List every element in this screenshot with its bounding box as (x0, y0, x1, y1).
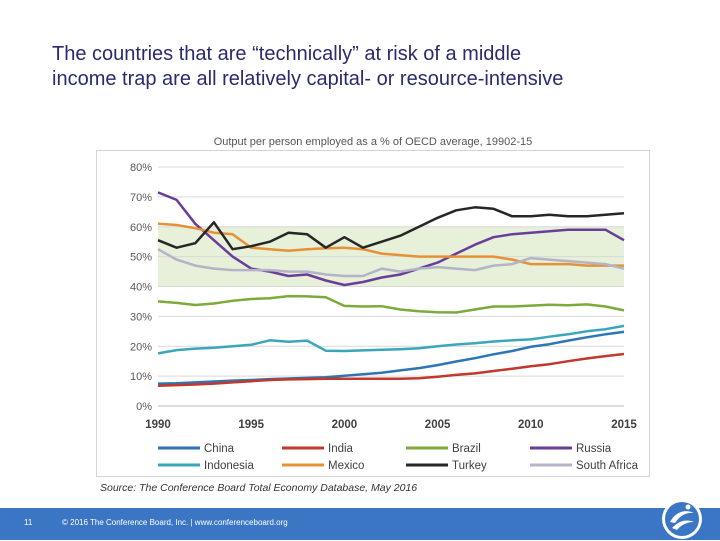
y-tick-label: 0% (136, 401, 152, 413)
y-tick-label: 80% (130, 162, 152, 174)
series-line-mexico (157, 222, 624, 267)
y-tick-label: 40% (130, 282, 152, 294)
legend-label-mexico: Mexico (328, 460, 364, 472)
legend-label-south-africa: South Africa (576, 460, 639, 472)
x-tick-label: 1990 (145, 419, 171, 431)
chart-title: Output per person employed as a % of OEC… (213, 136, 533, 148)
y-tick-label: 50% (130, 252, 152, 264)
footer-bar: 11 © 2016 The Conference Board, Inc. | w… (0, 508, 720, 540)
y-tick-label: 70% (130, 192, 152, 204)
legend-label-turkey: Turkey (452, 460, 487, 472)
legend-label-indonesia: Indonesia (204, 460, 254, 472)
series-line-russia (157, 191, 625, 287)
slide-title-line-2: income trap are all relatively capital- … (52, 68, 564, 90)
x-tick-label: 2005 (425, 419, 451, 431)
series-line-south-africa (157, 248, 625, 278)
y-tick-label: 20% (130, 341, 152, 353)
legend-label-brazil: Brazil (452, 443, 481, 455)
slide-title-line-1: The countries that are “technically” at … (52, 43, 522, 65)
series-line-brazil (157, 294, 625, 314)
chart-frame (96, 150, 650, 477)
legend-label-russia: Russia (576, 443, 612, 455)
series-line-india (157, 352, 625, 387)
series-line-turkey (157, 206, 625, 251)
legend-label-india: India (328, 443, 354, 455)
y-tick-label: 30% (130, 311, 152, 323)
y-tick-label: 10% (130, 371, 152, 383)
x-tick-label: 1995 (238, 419, 264, 431)
page-number: 11 (24, 518, 33, 527)
series-line-indonesia (157, 324, 625, 355)
slide-title: The countries that are “technically” at … (52, 42, 692, 92)
copyright-text: © 2016 The Conference Board, Inc. | www.… (62, 518, 288, 527)
line-chart: 0% 10% 20% 30% 40% 50% 60% 70% 80% 1990 1995 2000 20… (130, 162, 639, 472)
y-tick-label: 60% (130, 222, 152, 234)
x-tick-label: 2015 (611, 419, 637, 431)
chart-source: Source: The Conference Board Total Econo… (100, 482, 418, 494)
series-line-china (157, 330, 625, 385)
legend-label-china: China (204, 443, 235, 455)
x-tick-label: 2010 (518, 419, 544, 431)
conference-board-logo-icon (662, 499, 702, 539)
x-tick-label: 2000 (332, 419, 358, 431)
